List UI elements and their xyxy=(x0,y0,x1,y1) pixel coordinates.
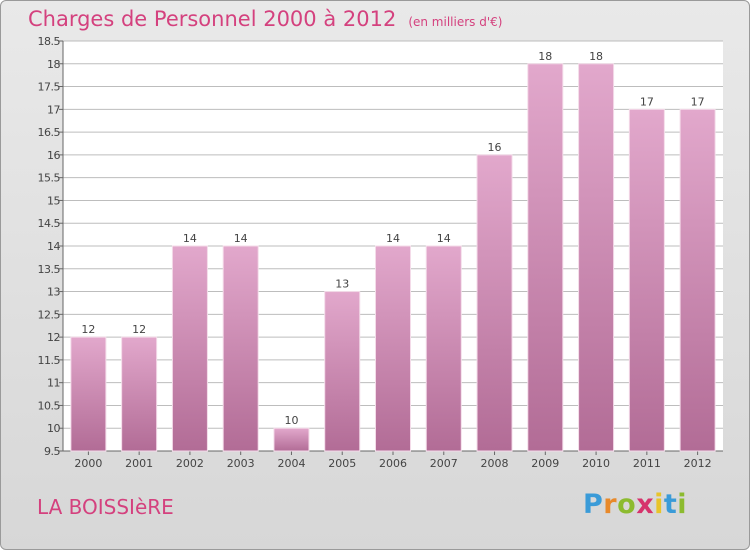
y-tick-label: 10.5 xyxy=(38,399,61,412)
x-tick-label: 2010 xyxy=(582,457,610,470)
bar-2000 xyxy=(70,336,107,452)
logo-letter: i xyxy=(677,489,688,520)
y-tick-label: 15 xyxy=(47,194,60,207)
y-tick-label: 11.5 xyxy=(38,354,61,367)
bar-2005 xyxy=(324,291,361,452)
data-label: 14 xyxy=(183,232,197,245)
y-tick-label: 14.5 xyxy=(38,217,61,230)
data-label: 18 xyxy=(589,50,603,63)
y-tick-label: 15.5 xyxy=(38,172,61,185)
y-tick-label: 12 xyxy=(47,331,60,344)
data-label: 13 xyxy=(335,278,349,291)
bar-2007 xyxy=(425,245,462,452)
y-tick-label: 13.5 xyxy=(38,263,61,276)
logo-letter: o xyxy=(617,489,637,520)
x-tick-label: 2004 xyxy=(277,457,305,470)
title-text: Charges de Personnel 2000 à 2012 xyxy=(28,7,397,31)
logo-letter: P xyxy=(583,489,604,520)
x-tick-label: 2002 xyxy=(176,457,204,470)
y-tick-label: 9.5 xyxy=(44,445,60,458)
unit-label: (en milliers d'€) xyxy=(408,15,503,29)
chart-title: Charges de Personnel 2000 à 2012 (en mill… xyxy=(28,7,502,31)
x-tick-label: 2012 xyxy=(684,457,712,470)
bar-2012 xyxy=(679,108,716,452)
logo-letter: x xyxy=(636,489,655,520)
x-tick-label: 2001 xyxy=(125,457,153,470)
bar-2010 xyxy=(578,63,615,452)
axes: 9.5 10 10.5 11 11.5 12 12.5 13 13.5 14 14.5 15 15.5 1… xyxy=(38,35,723,470)
y-tick-label: 12.5 xyxy=(38,308,61,321)
data-label: 14 xyxy=(386,232,400,245)
bar-2001 xyxy=(121,336,158,452)
bar-chart: 9.5 10 10.5 11 11.5 12 12.5 13 13.5 14 14.5 15 15.5 1… xyxy=(38,35,723,470)
y-tick-label: 14 xyxy=(47,240,60,253)
logo-letter: t xyxy=(663,489,678,520)
location-label: LA BOISSIèRE xyxy=(37,495,174,519)
x-tick-label: 2005 xyxy=(328,457,356,470)
y-tick-label: 16.5 xyxy=(38,126,61,139)
proxiti-logo: Proxiti xyxy=(583,489,687,520)
x-tick-label: 2006 xyxy=(379,457,407,470)
bar-2008 xyxy=(476,154,513,452)
logo-letter: i xyxy=(654,489,664,520)
bar-2002 xyxy=(171,245,208,452)
x-tick-label: 2000 xyxy=(74,457,102,470)
x-tick-label: 2003 xyxy=(227,457,255,470)
bar-2009 xyxy=(527,63,564,452)
x-tick-label: 2009 xyxy=(531,457,559,470)
y-tick-label: 16 xyxy=(47,149,60,162)
bar-2004 xyxy=(273,427,310,452)
y-tick-label: 17 xyxy=(47,103,60,116)
data-label: 14 xyxy=(437,232,451,245)
x-tick-label: 2011 xyxy=(633,457,661,470)
y-tick-label: 18.5 xyxy=(38,35,61,48)
data-label: 17 xyxy=(691,95,705,108)
x-tick-label: 2008 xyxy=(481,457,509,470)
data-label: 10 xyxy=(284,414,298,427)
bar-2011 xyxy=(628,108,665,452)
bars xyxy=(70,63,716,452)
data-label: 12 xyxy=(132,323,146,336)
bar-2003 xyxy=(222,245,259,452)
data-label: 17 xyxy=(640,95,654,108)
y-tick-label: 10 xyxy=(47,422,60,435)
data-label: 12 xyxy=(81,323,95,336)
data-label: 14 xyxy=(234,232,248,245)
logo-letter: r xyxy=(603,489,618,520)
y-tick-label: 11 xyxy=(47,377,60,390)
data-label: 16 xyxy=(488,141,502,154)
y-tick-label: 18 xyxy=(47,58,60,71)
bar-2006 xyxy=(375,245,411,452)
data-labels: 12 12 14 14 10 13 14 14 16 18 18 17 17 xyxy=(81,50,704,427)
data-label: 18 xyxy=(538,50,552,63)
y-tick-label: 17.5 xyxy=(38,81,61,94)
x-tick-label: 2007 xyxy=(430,457,458,470)
y-tick-label: 13 xyxy=(47,286,60,299)
